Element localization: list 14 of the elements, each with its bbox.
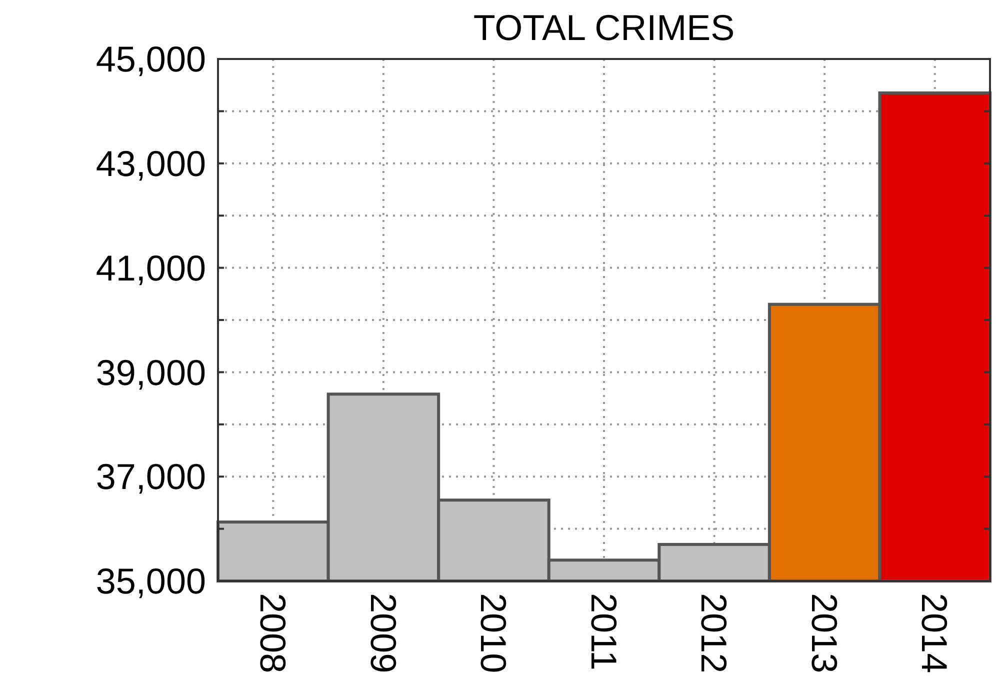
- y-tick-label: 39,000: [96, 352, 206, 393]
- y-tick-label: 45,000: [96, 38, 206, 80]
- x-tick-label: 2013: [804, 593, 845, 674]
- y-tick-label: 41,000: [96, 247, 206, 288]
- x-tick-label: 2010: [473, 593, 514, 674]
- y-tick-label: 37,000: [96, 456, 206, 498]
- x-tick-label: 2011: [583, 593, 624, 670]
- y-tick-label: 43,000: [96, 143, 206, 184]
- y-tick-label: 35,000: [96, 560, 206, 602]
- x-tick-label: 2008: [252, 593, 294, 674]
- x-tick-label: 2014: [914, 593, 956, 674]
- chart-title: TOTAL CRIMES: [473, 7, 735, 48]
- x-tick-label: 2009: [362, 593, 404, 674]
- x-tick-label: 2012: [694, 593, 735, 674]
